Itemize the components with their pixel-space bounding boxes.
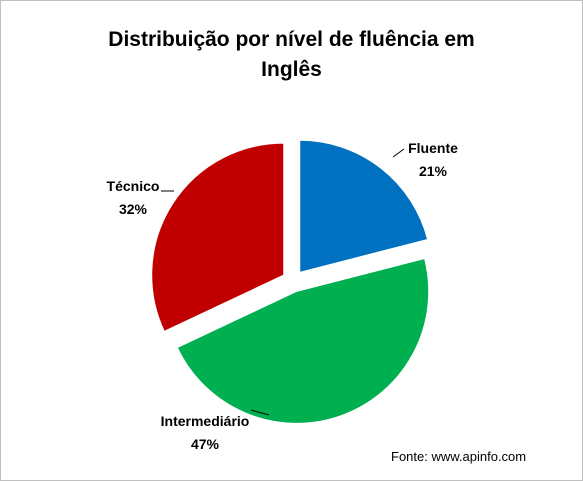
slice-label-fluente: Fluente — [408, 140, 458, 156]
slice-percent-intermediario: 47% — [191, 436, 220, 452]
pie-slice-fluente — [299, 139, 429, 273]
chart-title-line-2: Inglês — [261, 58, 322, 81]
chart-title: Distribuição por nível de fluência em In… — [1, 25, 582, 85]
pie-slice-tecnico — [151, 142, 285, 332]
slice-label-intermediario: Intermediário — [161, 413, 250, 429]
slice-label-tecnico: Técnico — [107, 178, 160, 194]
leader-line-fluente — [392, 148, 405, 158]
slice-percent-fluente: 21% — [419, 163, 448, 179]
pie-slice-intermediario — [176, 257, 430, 424]
slice-percent-tecnico: 32% — [119, 201, 148, 217]
leader-line-intermediario — [250, 409, 270, 416]
source-note: Fonte: www.apinfo.com — [391, 449, 527, 464]
chart-title-line-1: Distribuição por nível de fluência em — [108, 28, 475, 51]
